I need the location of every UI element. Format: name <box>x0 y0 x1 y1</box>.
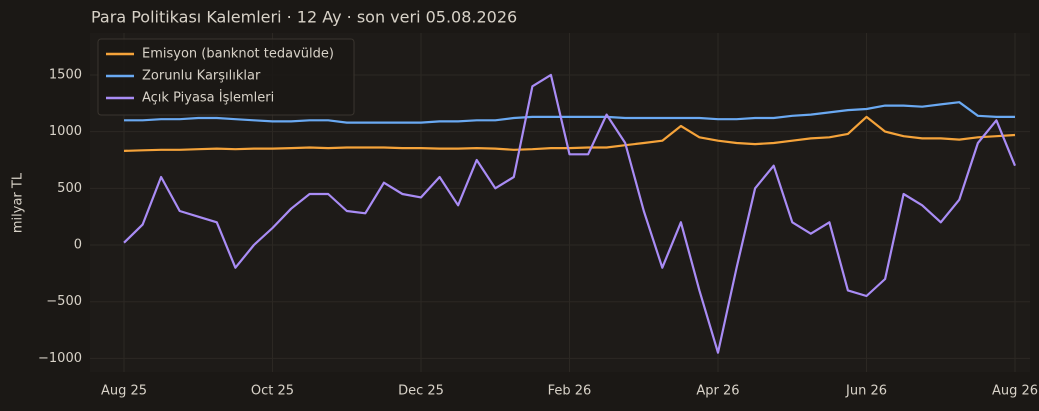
chart-title: Para Politikası Kalemleri · 12 Ay · son … <box>91 8 517 27</box>
y-tick-label: 0 <box>74 238 82 253</box>
series-line <box>123 73 1017 354</box>
x-tick-label: Aug 26 <box>992 384 1038 399</box>
x-tick-label: Jun 26 <box>845 384 887 399</box>
y-tick-label: −500 <box>46 294 82 309</box>
legend-label: Açık Piyasa İşlemleri <box>142 90 274 106</box>
y-axis-label: milyar TL <box>11 172 26 233</box>
y-tick-label: 500 <box>57 181 82 196</box>
x-tick-label: Dec 25 <box>398 384 444 399</box>
series-line <box>124 101 1015 124</box>
y-tick-label: 1000 <box>49 124 82 139</box>
series-line <box>123 115 1016 152</box>
x-tick-label: Aug 25 <box>101 384 147 399</box>
legend-box <box>97 38 355 116</box>
x-tick-label: Apr 26 <box>696 384 739 399</box>
x-tick-label: Feb 26 <box>548 384 592 399</box>
legend-label: Emisyon (banknot tedavülde) <box>142 47 334 62</box>
x-tick-label: Oct 25 <box>251 384 294 399</box>
y-tick-label: 1500 <box>49 67 82 82</box>
y-tick-label: −1000 <box>38 351 82 366</box>
legend-label: Zorunlu Karşılıklar <box>142 69 261 84</box>
